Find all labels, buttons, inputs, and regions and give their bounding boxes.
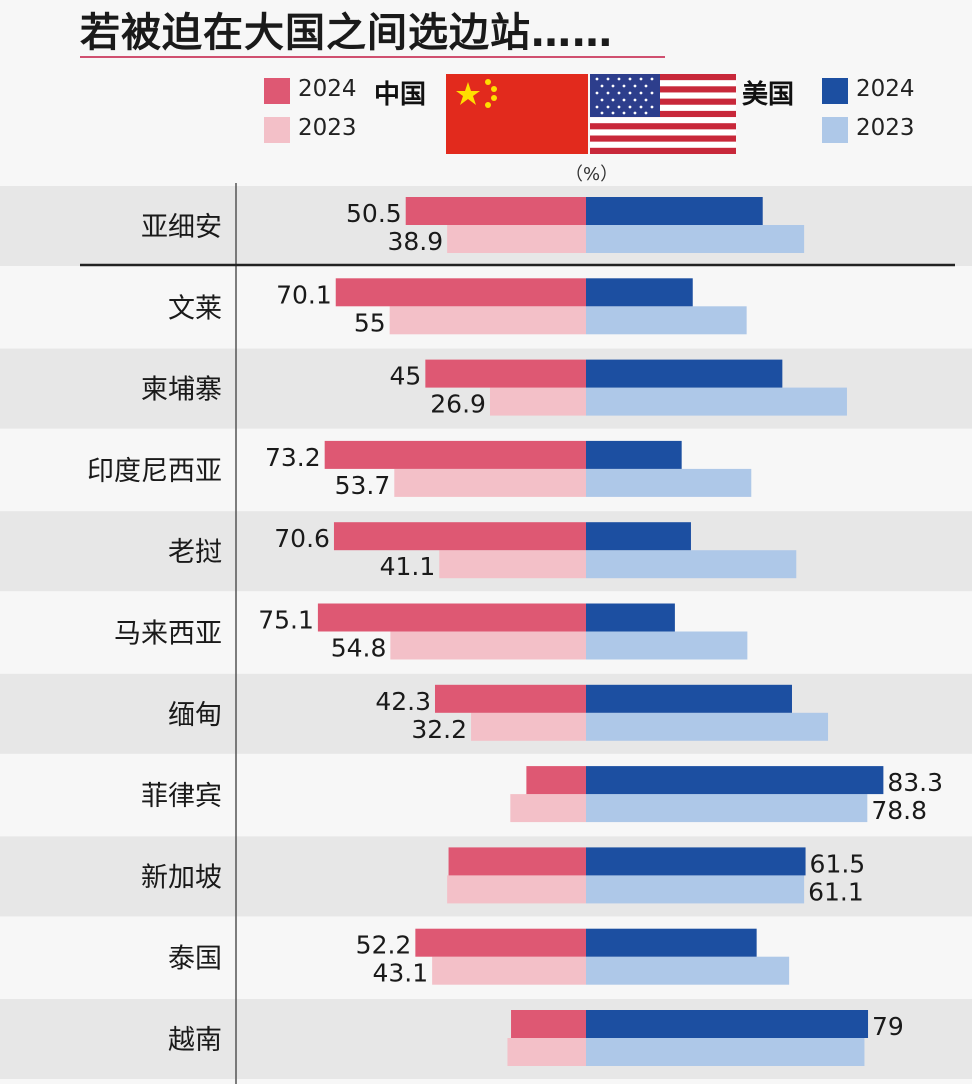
bar-usa-2024 [586,766,884,795]
bar-usa-2023 [586,1038,865,1066]
legend-label-cn-2024: 2024 [298,76,357,102]
category-label: 文莱 [168,293,222,324]
bar-usa-2024 [586,278,693,307]
legend-label-us-2023: 2023 [856,115,915,141]
data-label: 32.2 [411,715,467,744]
bar-usa-2023 [586,468,752,497]
category-label: 老挝 [168,537,222,568]
bar-usa-2023 [586,387,847,416]
usa-flag-icon [590,74,736,154]
bar-china-2023 [510,794,586,823]
bar-usa-2024 [586,197,763,225]
bar-usa-2024 [586,1010,869,1038]
data-label: 61.1 [808,877,864,906]
bar-china-2024 [434,684,586,713]
category-label: 缅甸 [168,700,222,731]
bar-china-2024 [448,847,586,876]
category-label: 泰国 [168,944,222,975]
bar-china-2024 [405,197,586,225]
bar-usa-2024 [586,603,675,632]
category-label: 亚细安 [141,212,222,243]
bar-china-2023 [447,225,586,253]
legend-usa-label: 美国 [742,80,795,110]
chart-title: 若被迫在大国之间选边站…… [80,10,613,56]
bar-china-2023 [447,875,586,904]
bar-china-2023 [489,387,586,416]
data-label: 53.7 [335,471,391,500]
legend-swatch-us-2024 [822,78,848,104]
bar-usa-2024 [586,359,783,388]
bar-china-2024 [415,928,586,957]
bar-china-2023 [439,550,586,579]
legend-label-cn-2023: 2023 [298,115,357,141]
data-label: 78.8 [871,796,927,825]
bar-china-2024 [317,603,586,632]
bar-china-2024 [324,440,586,469]
data-label: 42.3 [375,687,431,716]
bar-usa-2024 [586,847,806,876]
bar-usa-2024 [586,522,691,551]
bar-usa-2023 [586,875,805,904]
data-label: 70.6 [274,524,330,553]
data-label: 26.9 [430,390,486,419]
legend-swatch-cn-2023 [264,117,290,143]
category-label: 印度尼西亚 [87,456,222,487]
category-label: 柬埔寨 [141,375,222,406]
title-underline [80,56,665,58]
bar-china-2023 [394,468,586,497]
bar-china-2024 [511,1010,586,1038]
data-label: 79 [872,1012,904,1041]
data-label: 45 [390,362,422,391]
legend-label-us-2024: 2024 [856,76,915,102]
data-label: 75.1 [258,606,314,635]
bar-usa-2024 [586,684,792,713]
bar-china-2024 [333,522,586,551]
bar-usa-2023 [586,306,747,335]
category-label: 菲律宾 [141,781,222,812]
data-label: 73.2 [265,443,321,472]
category-label: 新加坡 [141,862,222,893]
unit-label: （%） [565,164,619,185]
bar-usa-2023 [586,550,797,579]
category-label: 越南 [168,1025,222,1056]
data-label: 43.1 [372,959,428,988]
bar-usa-2023 [586,712,829,741]
bar-china-2024 [425,359,586,388]
data-label: 50.5 [346,199,402,228]
data-label: 70.1 [276,280,332,309]
bar-usa-2023 [586,631,748,660]
data-label: 52.2 [356,931,412,960]
data-label: 61.5 [810,849,866,878]
data-label: 41.1 [380,552,436,581]
bar-china-2023 [507,1038,586,1066]
bar-usa-2023 [586,225,805,253]
bar-usa-2024 [586,928,757,957]
bar-china-2023 [432,956,586,985]
data-label: 83.3 [887,768,943,797]
bar-usa-2023 [586,794,868,823]
legend-swatch-us-2023 [822,117,848,143]
bar-china-2023 [389,306,586,335]
bar-china-2024 [526,766,586,795]
bar-china-2024 [335,278,586,307]
bar-china-2023 [390,631,586,660]
bar-usa-2023 [586,956,790,985]
bar-usa-2024 [586,440,682,469]
china-flag-icon [446,74,588,154]
data-label: 54.8 [331,634,387,663]
bar-china-2023 [471,712,586,741]
legend-china-label: 中国 [374,80,427,110]
legend-swatch-cn-2024 [264,78,290,104]
data-label: 55 [354,308,386,337]
data-label: 38.9 [387,227,443,256]
category-label: 马来西亚 [114,619,222,650]
